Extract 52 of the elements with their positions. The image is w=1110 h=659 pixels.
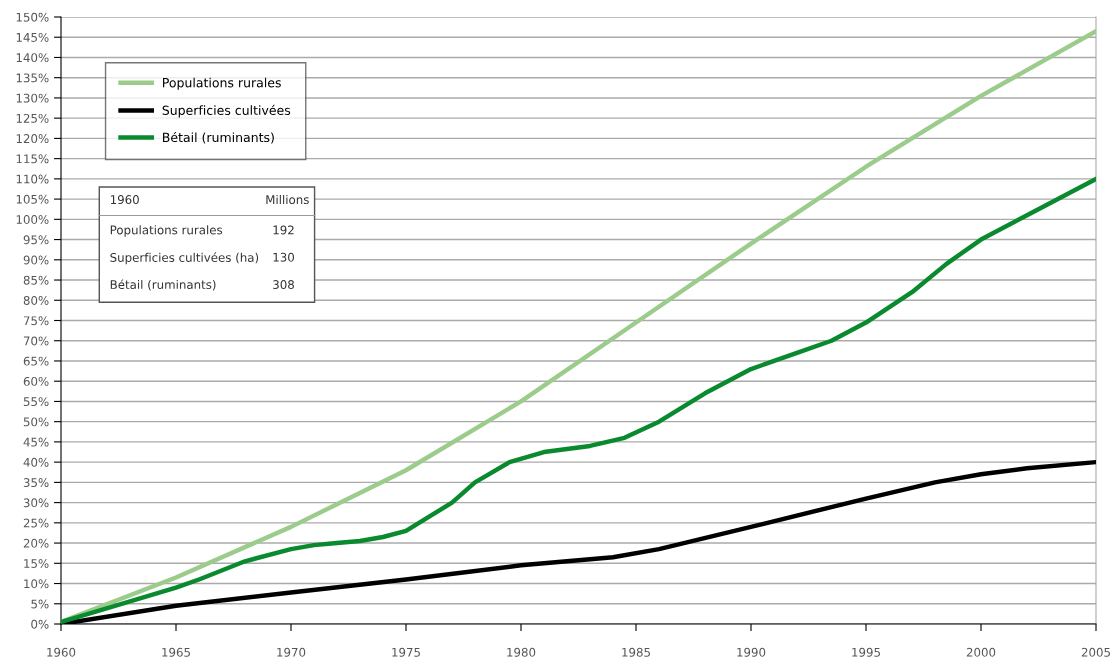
legend-label: Superficies cultivées <box>162 104 291 118</box>
x-tick-label: 2005 <box>1081 647 1110 657</box>
y-tick-label: 85% <box>23 275 49 285</box>
y-tick-label: 25% <box>23 518 49 528</box>
y-tick-label: 40% <box>23 457 49 467</box>
x-tick-label: 1985 <box>622 647 650 657</box>
y-tick-label: 30% <box>23 498 49 508</box>
y-tick-label: 15% <box>24 559 49 568</box>
x-tick-label: 1975 <box>392 647 420 657</box>
y-tick-label: 20% <box>23 538 49 548</box>
y-tick-label: 100% <box>16 215 49 224</box>
y-tick-label: 10% <box>24 579 49 589</box>
x-tick-label: 1970 <box>277 647 306 657</box>
annotation: Millions <box>266 194 309 205</box>
annotation: 1960 <box>110 195 139 205</box>
y-tick-label: 135% <box>16 73 49 83</box>
y-tick-label: 95% <box>23 235 49 245</box>
annotation: 130 <box>273 252 295 262</box>
x-tick-label: 1960 <box>47 647 76 657</box>
y-tick-label: 50% <box>23 417 49 427</box>
y-tick-label: 0% <box>31 619 49 629</box>
annotation: Superficies cultivées (ha) <box>110 252 259 265</box>
x-tick-label: 1965 <box>162 647 190 657</box>
annotation: 192 <box>273 225 294 235</box>
legend-label: Bétail (ruminants) <box>163 131 274 144</box>
y-tick-label: 140% <box>16 53 49 63</box>
y-tick-label: 55% <box>23 397 49 407</box>
y-tick-label: 110% <box>16 174 49 184</box>
y-tick-label: 130% <box>16 93 49 103</box>
y-tick-label: 105% <box>16 194 49 204</box>
y-tick-label: 45% <box>23 437 49 447</box>
y-tick-label: 65% <box>23 356 49 366</box>
x-tick-label: 2000 <box>966 647 996 657</box>
x-tick-label: 1995 <box>852 647 880 657</box>
y-tick-label: 80% <box>23 295 49 305</box>
y-tick-label: 145% <box>16 32 49 42</box>
y-tick-label: 35% <box>23 478 49 488</box>
y-tick-label: 70% <box>23 336 49 346</box>
x-tick-label: 1980 <box>507 647 536 657</box>
y-tick-label: 60% <box>23 376 49 386</box>
y-tick-label: 90% <box>23 255 49 265</box>
y-tick-label: 5% <box>31 599 49 609</box>
y-tick-label: 115% <box>16 154 49 164</box>
y-tick-label: 75% <box>23 316 49 326</box>
y-tick-label: 125% <box>16 113 49 123</box>
y-tick-label: 120% <box>16 134 49 144</box>
y-tick-label: 150% <box>16 12 49 22</box>
annotation: Populations rurales <box>110 225 223 237</box>
x-tick-label: 1990 <box>737 647 766 657</box>
annotation: Bétail (ruminants) <box>110 279 216 291</box>
legend-label: Populations rurales <box>163 77 281 90</box>
annotation: 308 <box>273 280 294 290</box>
